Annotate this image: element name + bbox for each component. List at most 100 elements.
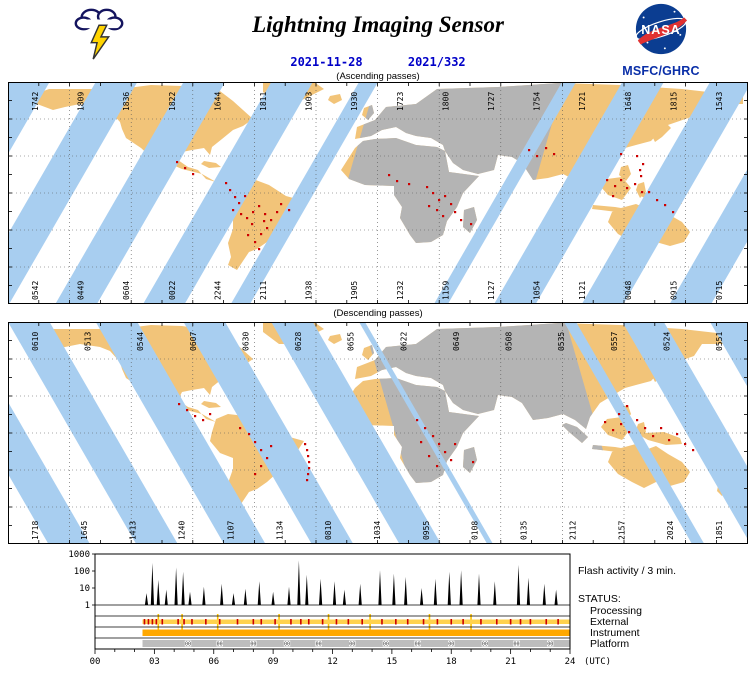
svg-text:10: 10 (79, 584, 90, 594)
map-border (8, 322, 748, 544)
svg-text:1644: 1644 (213, 92, 222, 111)
svg-text:0048: 0048 (624, 281, 633, 300)
svg-text:24: 24 (565, 657, 576, 667)
page-title: Lightning Imaging Sensor (252, 12, 504, 37)
svg-text:1742: 1742 (31, 92, 40, 111)
nasa-meatball-icon: NASA (635, 3, 688, 55)
graticule (8, 82, 748, 304)
svg-text:1905: 1905 (350, 281, 359, 300)
svg-text:00: 00 (547, 642, 553, 648)
svg-text:00: 00 (448, 642, 454, 648)
flash-dots-layer (176, 147, 675, 251)
svg-text:1107: 1107 (226, 521, 235, 540)
ascending-pass-map: 1742 1809 1836 1822 1644 1811 1903 1930 1723 1800… (8, 82, 748, 304)
svg-text:0557: 0557 (610, 332, 619, 351)
svg-text:00: 00 (217, 642, 223, 648)
svg-text:1754: 1754 (533, 92, 542, 111)
svg-text:1930: 1930 (350, 92, 359, 111)
svg-text:00: 00 (90, 657, 101, 667)
svg-text:1034: 1034 (373, 521, 382, 540)
svg-text:0108: 0108 (471, 521, 480, 540)
svg-text:0955: 0955 (422, 521, 431, 540)
date-value: 2021-11-28 (290, 55, 363, 69)
svg-text:1648: 1648 (624, 92, 633, 111)
swath-band-left (8, 322, 493, 544)
svg-text:0542: 0542 (31, 281, 40, 300)
svg-text:00: 00 (482, 642, 488, 648)
nasa-logo-block: NASA MSFC/GHRC (615, 2, 707, 78)
svg-text:1822: 1822 (168, 92, 177, 111)
svg-text:0628: 0628 (294, 332, 303, 351)
svg-text:0449: 0449 (77, 281, 86, 300)
svg-text:00: 00 (250, 642, 256, 648)
svg-text:0655: 0655 (347, 332, 356, 351)
lightning-bolt-icon (90, 24, 111, 60)
svg-text:1723: 1723 (396, 92, 405, 111)
svg-text:03: 03 (149, 657, 160, 667)
svg-text:1134: 1134 (275, 521, 284, 540)
svg-text:0544: 0544 (136, 332, 145, 351)
svg-text:0604: 0604 (122, 281, 131, 300)
nasa-swoosh (637, 17, 688, 45)
svg-text:09: 09 (268, 657, 279, 667)
orbit-time-labels: 0610 0513 0544 0607 0630 0628 0655 0622 0649 0508… (31, 332, 724, 540)
svg-text:1543: 1543 (715, 92, 724, 111)
svg-text:0810: 0810 (324, 521, 333, 540)
svg-text:1240: 1240 (178, 521, 187, 540)
status-heading: STATUS: (578, 593, 621, 605)
svg-text:0715: 0715 (715, 281, 724, 300)
svg-text:00: 00 (316, 642, 322, 648)
svg-text:1718: 1718 (31, 521, 40, 540)
svg-text:0610: 0610 (31, 332, 40, 351)
svg-text:1127: 1127 (487, 281, 496, 300)
svg-text:0915: 0915 (669, 281, 678, 300)
map-border (8, 82, 748, 304)
flash-activity-label: Flash activity / 3 min. (578, 565, 676, 577)
svg-text:1851: 1851 (715, 521, 724, 540)
svg-text:1800: 1800 (441, 92, 450, 111)
svg-text:1815: 1815 (669, 92, 678, 111)
svg-text:1811: 1811 (259, 92, 268, 111)
graticule (8, 322, 748, 544)
svg-text:00: 00 (383, 642, 389, 648)
svg-text:0622: 0622 (399, 332, 408, 351)
nasa-wordmark: NASA (641, 23, 680, 37)
svg-text:1413: 1413 (129, 521, 138, 540)
svg-text:0022: 0022 (168, 281, 177, 300)
svg-text:1938: 1938 (305, 281, 314, 300)
org-label: MSFC/GHRC (622, 64, 700, 78)
svg-text:00: 00 (349, 642, 355, 648)
swath-band-right (434, 82, 748, 304)
status-row-label-external: External (590, 616, 629, 628)
svg-text:18: 18 (446, 657, 457, 667)
ascending-passes-label: (Ascending passes) (336, 71, 420, 82)
svg-text:1232: 1232 (396, 281, 405, 300)
svg-text:1721: 1721 (578, 92, 587, 111)
svg-text:0508: 0508 (505, 332, 514, 351)
svg-text:00: 00 (514, 642, 520, 648)
svg-text:0524: 0524 (662, 332, 671, 351)
svg-text:1121: 1121 (578, 281, 587, 300)
svg-text:00: 00 (415, 642, 421, 648)
svg-text:0551: 0551 (715, 332, 724, 351)
descending-pass-map: 0610 0513 0544 0607 0630 0628 0655 0622 0649 0508… (8, 322, 748, 544)
svg-text:0649: 0649 (452, 332, 461, 351)
status-row-label-processing: Processing (590, 605, 642, 617)
status-row-label-platform: Platform (590, 638, 629, 650)
svg-text:1159: 1159 (441, 281, 450, 300)
svg-text:(UTC): (UTC) (584, 657, 611, 667)
svg-text:1645: 1645 (80, 521, 89, 540)
dateline: 2021-11-28 2021/332 (0, 55, 756, 69)
svg-text:1054: 1054 (533, 281, 542, 300)
svg-text:0607: 0607 (189, 332, 198, 351)
svg-text:1809: 1809 (77, 92, 86, 111)
svg-text:0535: 0535 (557, 332, 566, 351)
svg-text:2244: 2244 (213, 281, 222, 300)
svg-text:2111: 2111 (259, 281, 268, 300)
status-row-label-instrument: Instrument (590, 627, 640, 639)
flash-dots-layer (178, 403, 695, 482)
lightning-cloud-icon (74, 8, 124, 60)
svg-text:100: 100 (74, 567, 90, 577)
